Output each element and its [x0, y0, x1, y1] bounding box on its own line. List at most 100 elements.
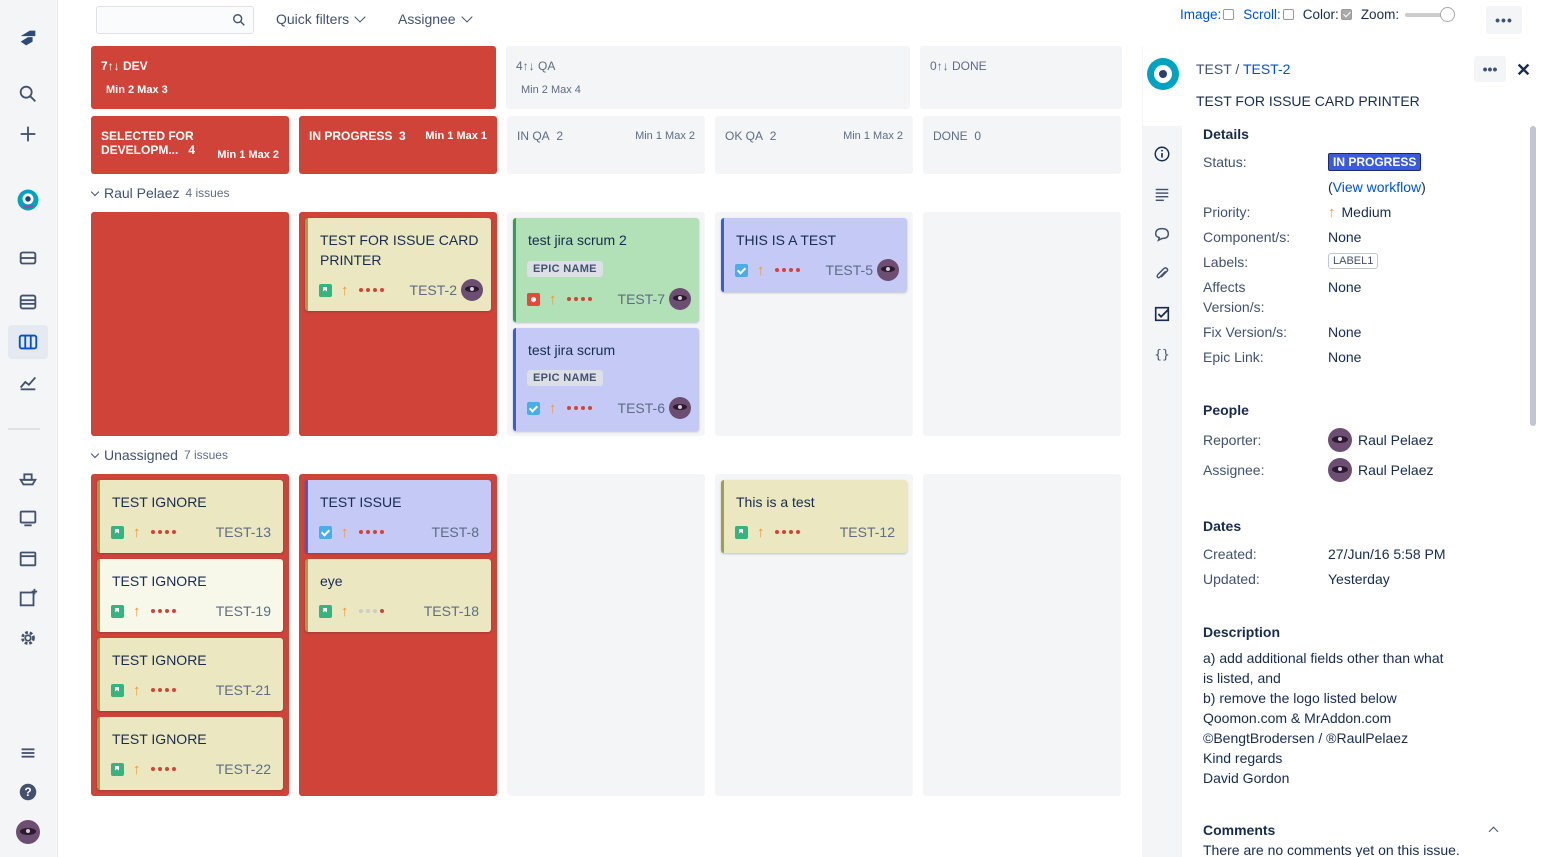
backlog-icon[interactable]: [14, 244, 42, 272]
column-header-selected[interactable]: SELECTED FOR DEVELOPM... 4 Min 1 Max 2: [91, 116, 289, 174]
assignee-label: Assignee:: [1203, 462, 1265, 478]
comment-icon[interactable]: [1152, 224, 1172, 244]
priority-medium-icon: ↑: [133, 681, 141, 699]
issue-card-test-13[interactable]: TEST IGNORE ↑ TEST-13: [97, 480, 283, 553]
add-page-icon[interactable]: [14, 584, 42, 612]
story-icon: [111, 525, 124, 539]
create-icon[interactable]: [14, 120, 42, 148]
releases-icon[interactable]: [14, 288, 42, 316]
priority-medium-icon: ↑: [341, 281, 349, 299]
color-checkbox[interactable]: [1340, 9, 1352, 20]
column-name: DONE 0: [933, 129, 982, 143]
card-key[interactable]: TEST-8: [431, 524, 479, 540]
priority-value[interactable]: ↑ Medium: [1328, 203, 1392, 221]
story-icon: [319, 283, 332, 297]
column-group-limits: Min 2 Max 3: [106, 84, 168, 96]
card-key[interactable]: TEST-18: [423, 603, 479, 619]
column-header-done[interactable]: DONE 0: [923, 116, 1121, 174]
info-icon[interactable]: [1152, 144, 1172, 164]
affects-value[interactable]: None: [1328, 279, 1362, 295]
svg-text:{}: {}: [1154, 347, 1169, 362]
reporter-value[interactable]: Raul Pelaez: [1328, 428, 1434, 452]
issue-card-test-8[interactable]: TEST ISSUE ↑ TEST-8: [305, 480, 491, 553]
gear-icon[interactable]: [14, 624, 42, 652]
column-header-in-qa[interactable]: IN QA 2 Min 1 Max 2: [507, 116, 705, 174]
issue-card-test-12[interactable]: This is a test ↑ TEST-12: [721, 480, 907, 553]
card-title: THIS IS A TEST: [736, 232, 837, 248]
card-key[interactable]: TEST-5: [825, 262, 873, 278]
search-icon: [233, 14, 245, 26]
issue-card-test-19[interactable]: TEST IGNORE ↑ TEST-19: [97, 559, 283, 632]
label-chip[interactable]: LABEL1: [1328, 253, 1379, 269]
epic-link-value[interactable]: None: [1328, 349, 1362, 365]
reports-icon[interactable]: [14, 368, 42, 396]
zoom-slider-handle[interactable]: [1440, 6, 1456, 22]
breadcrumb-project[interactable]: TEST /: [1196, 61, 1240, 77]
swimlane-header-unassigned[interactable]: Unassigned 7 issues: [90, 447, 228, 463]
status-lozenge[interactable]: IN PROGRESS: [1328, 153, 1422, 171]
code-icon[interactable]: {}: [1152, 344, 1172, 364]
issue-card-test-6[interactable]: test jira scrum EPIC NAME ↑ TEST-6: [513, 328, 699, 431]
components-value[interactable]: None: [1328, 229, 1362, 245]
story-icon: [111, 683, 124, 697]
ship-icon[interactable]: [14, 464, 42, 492]
search-icon[interactable]: [14, 80, 42, 108]
card-key[interactable]: TEST-19: [215, 603, 271, 619]
detail-more-button[interactable]: •••: [1474, 56, 1506, 82]
description-icon[interactable]: [1152, 184, 1172, 204]
column-name: SELECTED FOR DEVELOPM... 4: [101, 129, 196, 157]
card-key[interactable]: TEST-2: [409, 282, 457, 298]
jira-logo-icon[interactable]: [14, 24, 42, 52]
assignee-dropdown[interactable]: Assignee: [398, 11, 473, 27]
card-key[interactable]: TEST-22: [215, 761, 271, 777]
close-icon[interactable]: ✕: [1516, 60, 1532, 80]
swimlane-name: Raul Pelaez: [104, 185, 180, 201]
issue-card-test-21[interactable]: TEST IGNORE ↑ TEST-21: [97, 638, 283, 711]
card-key[interactable]: TEST-7: [617, 291, 665, 307]
description-body[interactable]: a) add additional fields other than what…: [1203, 650, 1444, 786]
issue-card-test-7[interactable]: test jira scrum 2 EPIC NAME ↑ TEST-7: [513, 218, 699, 322]
people-heading: People: [1203, 402, 1249, 418]
assignee-avatar: [669, 288, 691, 310]
issue-card-test-2[interactable]: TEST FOR ISSUE CARD PRINTER ↑ TEST-2: [305, 218, 491, 311]
card-key[interactable]: TEST-21: [215, 682, 271, 698]
issue-card-test-18[interactable]: eye ↑ TEST-18: [305, 559, 491, 632]
card-key[interactable]: TEST-13: [215, 524, 271, 540]
view-workflow: (View workflow): [1328, 179, 1426, 195]
created-label: Created:: [1203, 546, 1257, 562]
calendar-icon[interactable]: [14, 544, 42, 572]
project-avatar-icon[interactable]: [8, 180, 48, 220]
swimlane-header-raul[interactable]: Raul Pelaez 4 issues: [90, 185, 230, 201]
issue-card-test-5[interactable]: THIS IS A TEST ↑ TEST-5: [721, 218, 907, 292]
card-key[interactable]: TEST-6: [617, 400, 665, 416]
monitor-icon[interactable]: [14, 504, 42, 532]
column-header-ok-qa[interactable]: OK QA 2 Min 1 Max 2: [715, 116, 913, 174]
lane1-col-selected: [91, 212, 289, 436]
priority-label: Priority:: [1203, 204, 1251, 220]
board-icon[interactable]: [8, 325, 48, 359]
view-workflow-link[interactable]: View workflow: [1332, 179, 1422, 195]
attachment-icon[interactable]: [1152, 264, 1172, 284]
help-icon[interactable]: ?: [14, 778, 42, 806]
column-header-in-progress[interactable]: IN PROGRESS 3 Min 1 Max 1: [299, 116, 497, 174]
image-checkbox[interactable]: [1223, 9, 1235, 20]
card-title: TEST ISSUE: [320, 494, 402, 510]
search-input[interactable]: [96, 6, 254, 34]
issue-card-test-22[interactable]: TEST IGNORE ↑ TEST-22: [97, 717, 283, 790]
breadcrumb-issue-key[interactable]: TEST-2: [1242, 61, 1291, 77]
board-more-button[interactable]: •••: [1486, 6, 1522, 34]
scroll-checkbox[interactable]: [1282, 9, 1294, 20]
column-group-dev: 7↑↓ DEV Min 2 Max 3: [91, 46, 496, 109]
labels-value[interactable]: LABEL1: [1328, 253, 1379, 269]
subtasks-icon[interactable]: [1152, 304, 1172, 324]
priority-medium-icon: ↑: [757, 523, 765, 541]
zoom-slider[interactable]: [1405, 6, 1456, 22]
quick-filters-dropdown[interactable]: Quick filters: [276, 11, 366, 27]
card-key[interactable]: TEST-12: [839, 524, 895, 540]
status-label: Status:: [1203, 154, 1247, 170]
user-avatar-icon[interactable]: [14, 818, 42, 846]
assignee-value[interactable]: Raul Pelaez: [1328, 458, 1434, 482]
fix-version-value[interactable]: None: [1328, 324, 1362, 340]
detail-scrollbar[interactable]: [1530, 126, 1536, 426]
menu-icon[interactable]: [14, 739, 42, 767]
